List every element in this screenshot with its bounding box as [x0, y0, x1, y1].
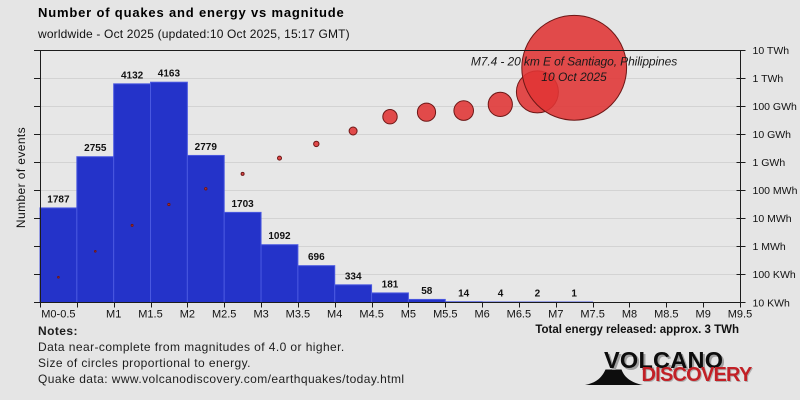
- svg-text:10 MWh: 10 MWh: [753, 213, 792, 225]
- svg-text:M7.5: M7.5: [580, 308, 604, 320]
- svg-text:M1.5: M1.5: [138, 308, 162, 320]
- svg-text:M0-0.5: M0-0.5: [41, 308, 75, 320]
- svg-text:M8: M8: [622, 308, 637, 320]
- svg-text:100 MWh: 100 MWh: [753, 185, 798, 197]
- svg-text:100 GWh: 100 GWh: [753, 101, 798, 113]
- svg-text:M5.5: M5.5: [433, 308, 457, 320]
- svg-text:M9.5: M9.5: [728, 308, 752, 320]
- svg-text:M3: M3: [253, 308, 268, 320]
- svg-text:10 GWh: 10 GWh: [753, 129, 792, 141]
- svg-text:M7: M7: [548, 308, 563, 320]
- svg-text:M2: M2: [180, 308, 195, 320]
- svg-text:Number of events: Number of events: [14, 127, 28, 228]
- svg-text:M8.5: M8.5: [654, 308, 678, 320]
- svg-text:100 KWh: 100 KWh: [753, 269, 796, 281]
- svg-text:1 TWh: 1 TWh: [753, 73, 784, 85]
- svg-text:181: 181: [382, 279, 399, 290]
- svg-text:M3.5: M3.5: [286, 308, 310, 320]
- svg-text:696: 696: [308, 252, 325, 263]
- svg-text:M4.5: M4.5: [359, 308, 383, 320]
- svg-text:4132: 4132: [121, 70, 144, 81]
- svg-text:2755: 2755: [84, 143, 107, 154]
- svg-text:M6: M6: [474, 308, 489, 320]
- svg-text:1787: 1787: [47, 194, 70, 205]
- svg-text:1092: 1092: [268, 231, 291, 242]
- svg-text:1 GWh: 1 GWh: [753, 157, 786, 169]
- svg-text:1: 1: [571, 289, 577, 300]
- svg-text:M5: M5: [401, 308, 416, 320]
- svg-text:334: 334: [345, 271, 362, 282]
- svg-text:2: 2: [535, 289, 541, 300]
- svg-text:4163: 4163: [158, 69, 181, 80]
- svg-text:10 Oct 2025: 10 Oct 2025: [541, 70, 607, 84]
- svg-text:58: 58: [421, 286, 433, 297]
- svg-text:M2.5: M2.5: [212, 308, 236, 320]
- svg-text:14: 14: [458, 288, 470, 299]
- svg-text:1 MWh: 1 MWh: [753, 241, 786, 253]
- svg-text:M1: M1: [106, 308, 121, 320]
- svg-text:2779: 2779: [195, 142, 218, 153]
- svg-text:M7.4 - 20 km E of Santiago, Ph: M7.4 - 20 km E of Santiago, Philippines: [471, 55, 677, 69]
- svg-text:M9: M9: [696, 308, 711, 320]
- svg-text:10 TWh: 10 TWh: [753, 45, 790, 57]
- svg-text:M6.5: M6.5: [507, 308, 531, 320]
- svg-text:10 KWh: 10 KWh: [753, 297, 791, 309]
- svg-text:4: 4: [498, 289, 504, 300]
- svg-text:M4: M4: [327, 308, 342, 320]
- svg-text:1703: 1703: [231, 199, 254, 210]
